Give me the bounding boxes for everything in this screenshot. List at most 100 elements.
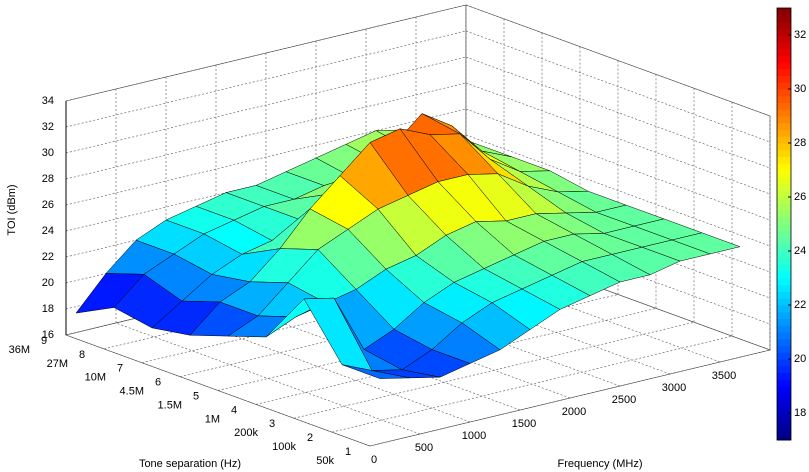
colorbar-tick-label: 32 — [794, 29, 806, 41]
colorbar-swatch — [777, 305, 791, 313]
x-tick-label: 2500 — [612, 394, 636, 406]
colorbar-swatch — [777, 217, 791, 225]
colorbar-frame — [776, 7, 792, 441]
colorbar-swatch — [777, 68, 791, 76]
colorbar-swatch — [777, 210, 791, 218]
colorbar-swatch — [777, 257, 791, 265]
grid-line — [465, 82, 771, 195]
colorbar-swatch — [777, 55, 791, 63]
colorbar-swatch — [777, 338, 791, 346]
colorbar-swatch — [777, 372, 791, 380]
grid-line — [465, 108, 771, 221]
x-tick-label: 500 — [415, 442, 433, 454]
y-category-label: 27M — [47, 358, 68, 370]
colorbar-tick-label: 30 — [794, 83, 806, 95]
y-category-label: 1M — [205, 413, 220, 425]
colorbar-swatch — [777, 251, 791, 259]
colorbar-swatch — [777, 62, 791, 70]
grid-line — [65, 56, 467, 154]
grid-line — [65, 4, 467, 102]
colorbar-swatch — [777, 386, 791, 394]
colorbar-swatch — [777, 156, 791, 164]
colorbar-swatch — [777, 318, 791, 326]
grid-line — [65, 108, 467, 206]
colorbar-tick-label: 26 — [794, 191, 806, 203]
colorbar-swatch — [777, 183, 791, 191]
y-tick-label: 8 — [79, 349, 85, 361]
colorbar-swatch — [777, 352, 791, 360]
colorbar-swatch — [777, 163, 791, 171]
x-tick-label: 0 — [371, 454, 377, 466]
colorbar-swatch — [777, 298, 791, 306]
grid-line — [465, 30, 771, 143]
colorbar-swatch — [777, 237, 791, 245]
colorbar-swatch — [777, 129, 791, 137]
z-axis-title: TOI (dBm) — [6, 184, 18, 235]
colorbar-swatch — [777, 35, 791, 43]
y-axis-title: Tone separation (Hz) — [139, 458, 241, 470]
colorbar-swatch — [777, 284, 791, 292]
y-category-label: 1.5M — [158, 399, 182, 411]
y-tick-label: 7 — [117, 363, 123, 375]
y-tick-label: 4 — [231, 404, 237, 416]
y-category-label: 4.5M — [120, 386, 144, 398]
colorbar-swatch — [777, 102, 791, 110]
colorbar-swatch — [777, 345, 791, 353]
colorbar-swatch — [777, 278, 791, 286]
y-category-label: 10M — [85, 372, 106, 384]
colorbar-tick-label: 18 — [794, 407, 806, 419]
z-tick-label: 26 — [42, 199, 54, 211]
x-tick-label: 1500 — [512, 418, 536, 430]
y-tick-label: 2 — [307, 432, 313, 444]
grid-line — [65, 82, 467, 180]
surface-patch — [341, 364, 411, 379]
y-tick-label: 9 — [41, 335, 47, 347]
z-tick-label: 18 — [42, 303, 54, 315]
z-tick-label: 20 — [42, 277, 54, 289]
colorbar-swatch — [777, 14, 791, 22]
colorbar-swatch — [777, 244, 791, 252]
z-tick-label: 16 — [42, 329, 54, 341]
colorbar-swatch — [777, 419, 791, 427]
y-tick-label: 1 — [345, 446, 351, 458]
grid-line — [465, 56, 771, 169]
z-tick-label: 32 — [42, 121, 54, 133]
y-tick-label: 5 — [193, 390, 199, 402]
colorbar-swatch — [777, 48, 791, 56]
colorbar-swatch — [777, 41, 791, 49]
colorbar-swatch — [777, 95, 791, 103]
colorbar-swatch — [777, 291, 791, 299]
colorbar-swatch — [777, 426, 791, 434]
colorbar-swatch — [777, 149, 791, 157]
grid-line — [293, 321, 695, 419]
colorbar-tick-label: 28 — [794, 137, 806, 149]
y-category-label: 36M — [9, 344, 30, 356]
colorbar-swatch — [777, 89, 791, 97]
grid-line — [465, 4, 771, 117]
colorbar-swatch — [777, 264, 791, 272]
colorbar-swatch — [777, 406, 791, 414]
colorbar-swatch — [777, 325, 791, 333]
z-tick-label: 34 — [42, 95, 54, 107]
colorbar-swatch — [777, 21, 791, 29]
colorbar-tick-label: 20 — [794, 353, 806, 365]
z-tick-label: 24 — [42, 225, 54, 237]
y-tick-label: 6 — [155, 377, 161, 389]
y-category-label: 200k — [234, 427, 258, 439]
colorbar-swatch — [777, 143, 791, 151]
colorbar-swatch — [777, 176, 791, 184]
colorbar-swatch — [777, 230, 791, 238]
colorbar-swatch — [777, 75, 791, 83]
y-category-label: 50k — [316, 455, 334, 467]
colorbar-swatch — [777, 122, 791, 130]
colorbar-swatch — [777, 332, 791, 340]
colorbar-swatch — [777, 190, 791, 198]
colorbar-swatch — [777, 399, 791, 407]
colorbar-swatch — [777, 433, 791, 441]
colorbar-tick-label: 24 — [794, 245, 806, 257]
x-tick-label: 3000 — [662, 382, 686, 394]
grid-line — [65, 30, 467, 128]
colorbar-tick-label: 22 — [794, 299, 806, 311]
x-tick-label: 2000 — [562, 406, 586, 418]
